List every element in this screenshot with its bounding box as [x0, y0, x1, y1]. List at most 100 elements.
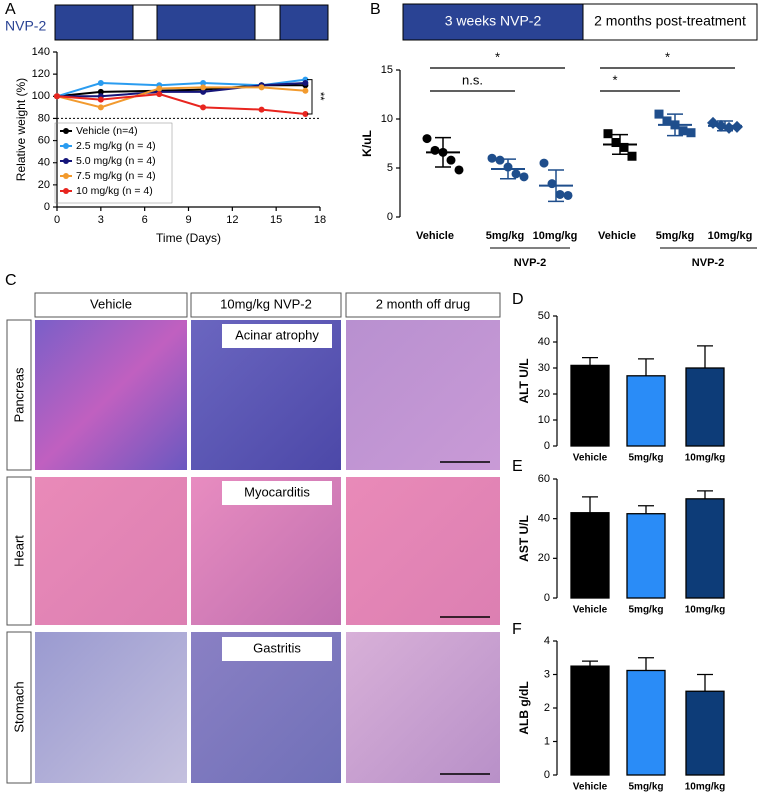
histology-image	[35, 477, 187, 625]
y-tick-label: 50	[538, 310, 550, 322]
error-bar	[582, 496, 598, 513]
data-point	[97, 96, 104, 103]
y-tick-label: 10	[381, 113, 393, 125]
row-header: Stomach	[11, 681, 26, 732]
error-bar	[548, 169, 564, 203]
x-tick-label: 15	[270, 214, 282, 226]
data-point	[200, 80, 207, 86]
column-header: Vehicle	[90, 296, 132, 311]
bar	[685, 690, 725, 776]
data-point	[97, 104, 104, 111]
x-tick-label: Vehicle	[598, 230, 636, 242]
panel-letter: F	[512, 621, 522, 638]
data-point	[156, 85, 163, 92]
data-point	[511, 169, 521, 179]
x-tick-label: Vehicle	[573, 605, 608, 616]
y-tick-label: 0	[544, 769, 550, 781]
significance-label: n.s.	[462, 72, 483, 87]
error-bar	[638, 505, 654, 514]
y-tick-label: 20	[538, 552, 550, 564]
data-point	[258, 106, 265, 113]
legend-marker	[63, 173, 69, 179]
x-tick-label: 3	[98, 214, 104, 226]
x-tick-label: 10mg/kg	[685, 782, 726, 793]
data-point	[454, 165, 464, 175]
error-bar	[500, 158, 516, 180]
data-point	[619, 142, 629, 152]
column-header-box	[190, 292, 342, 318]
y-axis-label: ALB g/dL	[517, 681, 531, 734]
data-point	[430, 145, 440, 155]
y-tick-label: 0	[544, 440, 550, 452]
significance-label: *	[495, 49, 500, 64]
panel-letter: B	[370, 1, 381, 18]
x-tick-label: 10mg/kg	[685, 605, 726, 616]
x-tick-label: 10mg/kg	[708, 230, 753, 242]
series-line	[56, 84, 306, 98]
y-tick-label: 60	[38, 134, 50, 146]
x-tick-label: Vehicle	[573, 782, 608, 793]
x-tick-label: 10mg/kg	[685, 453, 726, 464]
data-point	[446, 155, 456, 165]
data-point	[563, 190, 573, 200]
data-point	[422, 134, 432, 144]
error-bar	[697, 345, 713, 368]
error-bar	[717, 120, 733, 132]
significance-label: *	[612, 72, 617, 87]
data-point	[200, 84, 207, 91]
bar	[685, 367, 725, 447]
finding-label: Myocarditis	[244, 484, 310, 499]
legend-label: Vehicle (n=4)	[76, 125, 138, 137]
panel-letter: C	[5, 272, 17, 289]
error-bar	[667, 113, 683, 137]
treatment-gap	[254, 4, 281, 41]
error-bar	[697, 490, 713, 499]
data-point	[519, 172, 529, 182]
x-tick-label: 5mg/kg	[628, 782, 663, 793]
data-point	[97, 80, 104, 86]
data-point	[302, 111, 309, 117]
y-tick-label: 0	[44, 201, 50, 213]
header-label: 3 weeks NVP-2	[445, 13, 542, 29]
y-tick-label: 20	[38, 179, 50, 191]
finding-label: Acinar atrophy	[235, 327, 319, 342]
x-tick-label: 12	[226, 214, 238, 226]
data-point	[487, 153, 497, 163]
error-bar	[638, 657, 654, 671]
histology-image	[346, 477, 500, 625]
header-label: 2 months post-treatment	[594, 13, 746, 29]
row-header: Heart	[11, 535, 26, 567]
treatment-gap	[132, 4, 158, 41]
x-axis-label: Time (Days)	[156, 231, 221, 245]
legend-label: 7.5 mg/kg (n = 4)	[76, 170, 156, 182]
x-tick-label: 5mg/kg	[628, 453, 663, 464]
y-tick-label: 40	[38, 157, 50, 169]
y-tick-label: 30	[538, 362, 550, 374]
bar	[626, 669, 666, 776]
row-header-box	[6, 631, 32, 784]
column-header-box	[34, 292, 188, 318]
data-point	[54, 93, 60, 100]
x-tick-label: 9	[185, 214, 191, 226]
finding-label: Gastritis	[253, 640, 301, 655]
data-point	[686, 128, 696, 138]
legend-label: 5.0 mg/kg (n = 4)	[76, 155, 156, 167]
group-label: NVP-2	[514, 257, 546, 269]
data-point	[302, 80, 309, 86]
data-point	[200, 88, 207, 95]
row-header: Pancreas	[11, 367, 26, 422]
x-tick-label: Vehicle	[416, 230, 454, 242]
series-line	[57, 82, 306, 98]
histology-image	[35, 320, 187, 470]
error-bar	[697, 673, 713, 692]
legend-label: 2.5 mg/kg (n = 4)	[76, 140, 156, 152]
histology-image	[346, 320, 500, 470]
data-point	[555, 189, 565, 199]
legend-marker	[63, 143, 69, 149]
y-tick-label: 15	[381, 64, 393, 76]
bar	[570, 665, 610, 776]
y-tick-label: 40	[538, 336, 550, 348]
y-tick-label: 2	[544, 702, 550, 714]
y-tick-label: 80	[38, 112, 50, 124]
